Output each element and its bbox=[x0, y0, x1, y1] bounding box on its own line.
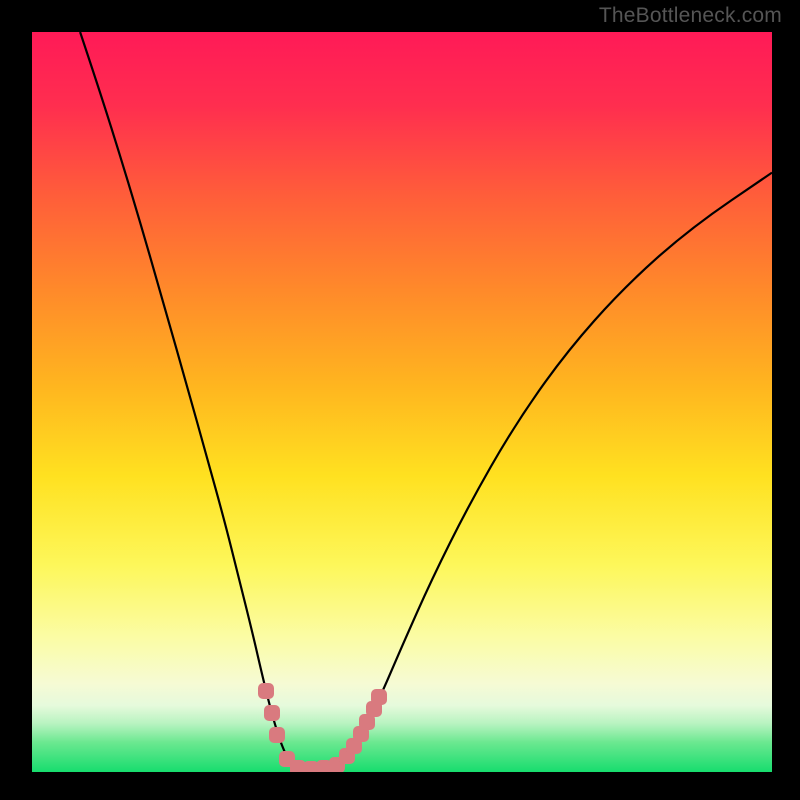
plot-area bbox=[32, 32, 772, 772]
chart-gradient-background bbox=[32, 32, 772, 772]
curve-marker bbox=[258, 683, 274, 699]
curve-marker bbox=[269, 727, 285, 743]
curve-marker bbox=[264, 705, 280, 721]
canvas-background bbox=[0, 0, 800, 800]
curve-marker bbox=[371, 689, 387, 705]
